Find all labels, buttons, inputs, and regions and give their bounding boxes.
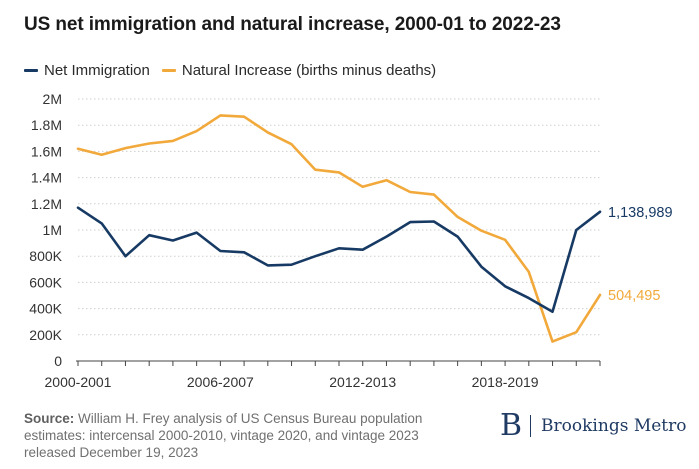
- source-note: Source: William H. Frey analysis of US C…: [24, 410, 454, 461]
- y-tick-label: 400K: [29, 301, 62, 317]
- end-label-net-immigration: 1,138,989: [608, 205, 673, 221]
- source-text: William H. Frey analysis of US Census Bu…: [24, 411, 423, 460]
- brand-name: Brookings Metro: [541, 415, 687, 436]
- series-line-natural-increase: [76, 114, 602, 343]
- legend-item-net-immigration: Net Immigration: [24, 62, 150, 79]
- end-labels: 504,495 1,138,989: [608, 205, 673, 304]
- legend-swatch-natural-increase: [161, 69, 176, 72]
- y-tick-label: 1.2M: [31, 196, 62, 212]
- y-tick-label: 1.8M: [31, 117, 62, 133]
- y-tick-label: 0: [54, 353, 62, 369]
- y-tick-label: 200K: [29, 327, 62, 343]
- legend-label-net-immigration: Net Immigration: [44, 62, 150, 79]
- x-tick-label: 2018-2019: [472, 374, 539, 390]
- end-label-natural-increase: 504,495: [608, 288, 660, 304]
- x-axis: 2000-2001 2006-2007 2012-2013 2018-2019: [45, 360, 601, 390]
- series-lines: [76, 114, 602, 343]
- legend-label-natural-increase: Natural Increase (births minus deaths): [181, 62, 437, 79]
- chart-legend: Net Immigration Natural Increase (births…: [24, 62, 448, 79]
- y-tick-label: 1.6M: [31, 143, 62, 159]
- brookings-metro-logo: B Brookings Metro: [500, 408, 687, 443]
- legend-swatch-net-immigration: [24, 69, 38, 72]
- brand-divider: [530, 414, 532, 437]
- gridlines: [78, 98, 600, 336]
- legend-item-natural-increase: Natural Increase (births minus deaths): [161, 62, 437, 79]
- y-tick-label: 2M: [43, 91, 62, 107]
- y-tick-label: 1.4M: [31, 170, 62, 186]
- y-tick-label: 800K: [29, 248, 62, 264]
- chart-title: US net immigration and natural increase,…: [24, 14, 561, 35]
- brand-mark: B: [500, 408, 523, 443]
- y-tick-label: 600K: [29, 274, 62, 290]
- series-line-net-immigration: [76, 206, 602, 314]
- x-tick-label: 2006-2007: [187, 374, 254, 390]
- y-axis-ticks: 0 200K 400K 600K 800K 1M 1.2M 1.4M 1.6M 1.8M 2M: [29, 91, 62, 369]
- x-tick-label: 2000-2001: [45, 374, 112, 390]
- x-tick-label: 2012-2013: [329, 374, 396, 390]
- source-label: Source:: [24, 411, 75, 426]
- y-tick-label: 1M: [43, 222, 62, 238]
